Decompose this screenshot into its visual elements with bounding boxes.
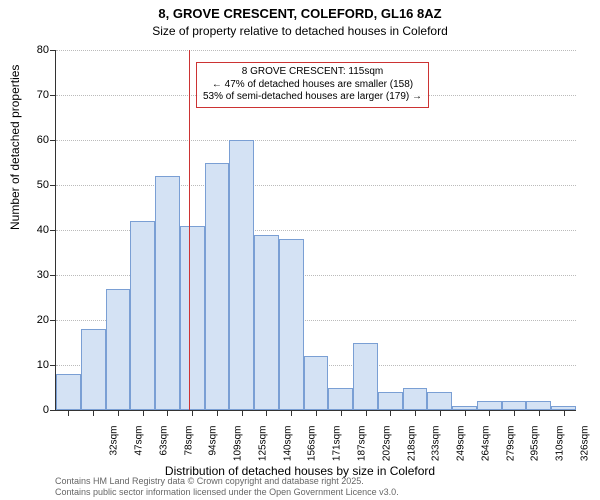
x-tick (415, 410, 416, 416)
x-tick-label: 32sqm (109, 426, 120, 476)
x-tick-label: 156sqm (307, 426, 318, 476)
histogram-bar (81, 329, 106, 410)
histogram-bar (378, 392, 403, 410)
grid-line (56, 140, 576, 141)
reference-line (189, 50, 190, 410)
x-tick-label: 279sqm (505, 426, 516, 476)
histogram-bar (205, 163, 230, 411)
y-tick (50, 320, 56, 321)
chart-title-line1: 8, GROVE CRESCENT, COLEFORD, GL16 8AZ (0, 6, 600, 21)
histogram-bar (180, 226, 205, 411)
chart-title-line2: Size of property relative to detached ho… (0, 24, 600, 38)
histogram-bar (502, 401, 527, 410)
x-tick-label: 109sqm (233, 426, 244, 476)
x-tick-label: 94sqm (208, 426, 219, 476)
grid-line (56, 185, 576, 186)
y-tick-label: 50 (19, 179, 49, 191)
annotation-line2: ← 47% of detached houses are smaller (15… (203, 79, 422, 92)
y-tick (50, 410, 56, 411)
y-tick-label: 30 (19, 269, 49, 281)
y-tick (50, 275, 56, 276)
histogram-bar (526, 401, 551, 410)
histogram-bar (229, 140, 254, 410)
y-tick (50, 140, 56, 141)
x-tick-label: 47sqm (134, 426, 145, 476)
y-tick-label: 60 (19, 134, 49, 146)
footer-line1: Contains HM Land Registry data © Crown c… (55, 476, 399, 487)
x-tick-label: 326sqm (579, 426, 590, 476)
x-tick-label: 218sqm (406, 426, 417, 476)
x-tick (143, 410, 144, 416)
grid-line (56, 50, 576, 51)
x-tick-label: 78sqm (183, 426, 194, 476)
y-tick (50, 50, 56, 51)
y-tick-label: 80 (19, 44, 49, 56)
x-tick (192, 410, 193, 416)
x-tick (366, 410, 367, 416)
y-tick-label: 0 (19, 404, 49, 416)
x-tick-label: 140sqm (282, 426, 293, 476)
y-tick-label: 70 (19, 89, 49, 101)
x-tick (539, 410, 540, 416)
x-tick-label: 125sqm (257, 426, 268, 476)
x-tick (514, 410, 515, 416)
x-tick (291, 410, 292, 416)
annotation-line1: 8 GROVE CRESCENT: 115sqm (203, 66, 422, 79)
histogram-bar (477, 401, 502, 410)
histogram-bar (56, 374, 81, 410)
histogram-bar (427, 392, 452, 410)
x-tick-label: 295sqm (530, 426, 541, 476)
y-tick (50, 95, 56, 96)
x-tick (266, 410, 267, 416)
x-tick (564, 410, 565, 416)
x-tick-label: 63sqm (158, 426, 169, 476)
y-tick-label: 20 (19, 314, 49, 326)
x-tick-label: 171sqm (332, 426, 343, 476)
x-tick-label: 202sqm (381, 426, 392, 476)
histogram-bar (155, 176, 180, 410)
footer-line2: Contains public sector information licen… (55, 487, 399, 498)
y-tick-label: 10 (19, 359, 49, 371)
x-tick (167, 410, 168, 416)
x-tick (217, 410, 218, 416)
x-tick (341, 410, 342, 416)
x-tick-label: 249sqm (456, 426, 467, 476)
x-tick (489, 410, 490, 416)
x-tick (93, 410, 94, 416)
histogram-bar (353, 343, 378, 411)
y-tick (50, 365, 56, 366)
y-tick-label: 40 (19, 224, 49, 236)
annotation-box: 8 GROVE CRESCENT: 115sqm← 47% of detache… (196, 62, 429, 108)
y-tick (50, 185, 56, 186)
x-tick (242, 410, 243, 416)
x-tick-label: 264sqm (480, 426, 491, 476)
footer-attribution: Contains HM Land Registry data © Crown c… (55, 476, 399, 498)
chart-container: 8, GROVE CRESCENT, COLEFORD, GL16 8AZ Si… (0, 0, 600, 500)
x-tick (118, 410, 119, 416)
x-tick (440, 410, 441, 416)
x-tick-label: 187sqm (357, 426, 368, 476)
x-tick-label: 310sqm (555, 426, 566, 476)
plot-area: 8 GROVE CRESCENT: 115sqm← 47% of detache… (55, 50, 576, 411)
histogram-bar (304, 356, 329, 410)
histogram-bar (130, 221, 155, 410)
y-tick (50, 230, 56, 231)
x-tick-label: 233sqm (431, 426, 442, 476)
histogram-bar (403, 388, 428, 411)
histogram-bar (328, 388, 353, 411)
histogram-bar (254, 235, 279, 411)
histogram-bar (279, 239, 304, 410)
annotation-line3: 53% of semi-detached houses are larger (… (203, 91, 422, 104)
x-tick (465, 410, 466, 416)
x-tick (390, 410, 391, 416)
x-tick (316, 410, 317, 416)
x-tick (68, 410, 69, 416)
histogram-bar (106, 289, 131, 411)
